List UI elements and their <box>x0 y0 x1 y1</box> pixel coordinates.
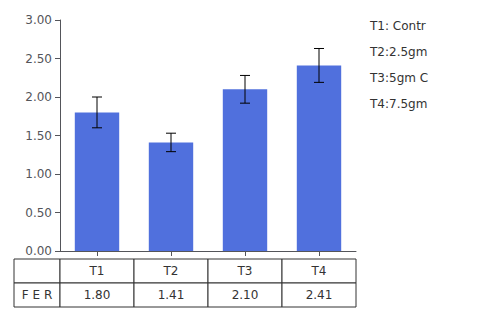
svg-text:1.41: 1.41 <box>158 288 185 302</box>
svg-text:T3:5gm C: T3:5gm C <box>369 71 428 85</box>
svg-text:2.41: 2.41 <box>306 288 333 302</box>
svg-text:2.10: 2.10 <box>232 288 259 302</box>
svg-text:2.50: 2.50 <box>25 52 52 66</box>
svg-text:T4:7.5gm: T4:7.5gm <box>369 97 427 111</box>
svg-text:0.00: 0.00 <box>25 244 52 258</box>
svg-text:2.00: 2.00 <box>25 90 52 104</box>
svg-text:T1: T1 <box>89 264 105 278</box>
svg-text:T1: Contr: T1: Contr <box>369 19 426 33</box>
svg-text:T2:2.5gm: T2:2.5gm <box>369 45 427 59</box>
svg-text:3.00: 3.00 <box>25 13 52 27</box>
svg-text:0.50: 0.50 <box>25 206 52 220</box>
svg-text:1.80: 1.80 <box>84 288 111 302</box>
svg-text:1.50: 1.50 <box>25 129 52 143</box>
svg-text:T3: T3 <box>237 264 253 278</box>
svg-text:T4: T4 <box>311 264 327 278</box>
svg-text:T2: T2 <box>163 264 179 278</box>
svg-text:1.00: 1.00 <box>25 167 52 181</box>
svg-text:F E R: F E R <box>22 288 52 302</box>
